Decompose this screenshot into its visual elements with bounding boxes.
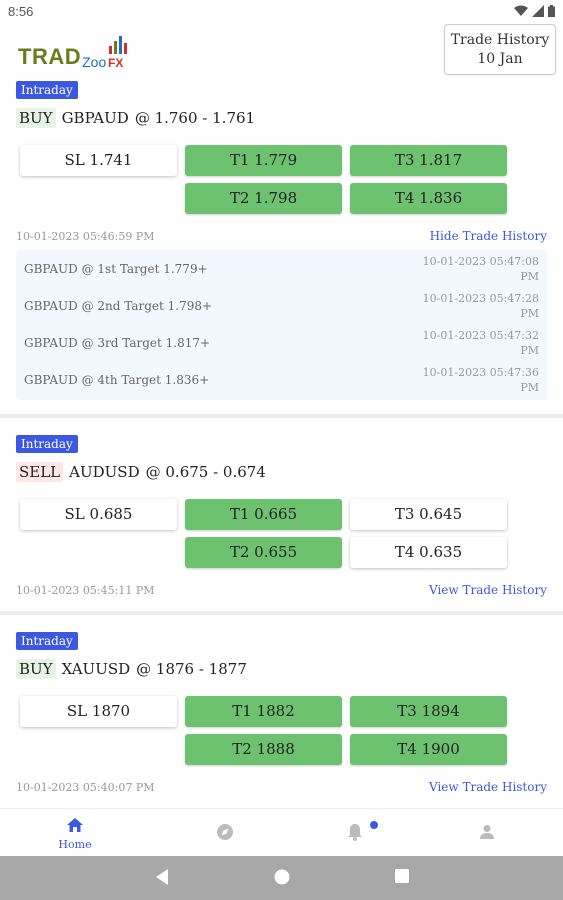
- trade-history-panel: GBPAUD @ 1st Target 1.779+ 10-01-2023 05…: [16, 250, 547, 400]
- logo-trad: TRAD: [18, 44, 82, 69]
- history-row: GBPAUD @ 2nd Target 1.798+ 10-01-2023 05…: [16, 287, 547, 324]
- history-row: GBPAUD @ 1st Target 1.779+ 10-01-2023 05…: [16, 250, 547, 287]
- status-time: 8:56: [8, 4, 34, 19]
- target-3-level[interactable]: T3 1894: [350, 696, 507, 727]
- trade-history-label: Trade History: [450, 32, 550, 48]
- intraday-badge: Intraday: [16, 435, 78, 453]
- signal-icon: [532, 5, 544, 17]
- signal-title: SELL AUDUSD @ 0.675 - 0.674: [16, 462, 266, 482]
- history-datetime: 10-01-2023 05:47:36 PM: [422, 366, 539, 394]
- trade-history-date: 10 Jan: [477, 51, 523, 67]
- side-label: BUY: [16, 108, 56, 128]
- history-row: GBPAUD @ 3rd Target 1.817+ 10-01-2023 05…: [16, 324, 547, 361]
- signal-timestamp: 10-01-2023 05:40:07 PM: [16, 781, 155, 794]
- nav-notifications[interactable]: [286, 809, 426, 857]
- pair-label: XAUUSD: [61, 660, 131, 678]
- battery-icon: [548, 5, 555, 17]
- side-label: BUY: [16, 659, 56, 679]
- nav-explore[interactable]: [155, 809, 295, 857]
- nav-home[interactable]: Home: [5, 809, 145, 857]
- home-circle-icon[interactable]: [273, 868, 291, 886]
- trade-history-button[interactable]: Trade History 10 Jan: [444, 24, 556, 75]
- target-2-level[interactable]: T2 0.655: [185, 537, 342, 568]
- nav-profile[interactable]: [418, 809, 558, 857]
- system-navigation-bar: [0, 856, 563, 900]
- history-text: GBPAUD @ 4th Target 1.836+: [24, 373, 210, 387]
- status-bar: 8:56: [0, 0, 563, 24]
- target-4-level[interactable]: T4 0.635: [350, 537, 507, 568]
- system-icons: [514, 5, 555, 17]
- target-4-level[interactable]: T4 1900: [350, 734, 507, 765]
- tradzoo-fx-logo: TRAD Zoo FX: [18, 34, 127, 70]
- bottom-navigation: Home: [0, 808, 563, 856]
- intraday-badge: Intraday: [16, 81, 78, 99]
- bell-icon: [348, 824, 362, 841]
- logo-zoo: Zoo: [82, 54, 107, 70]
- logo-fx: FX: [108, 56, 124, 70]
- signal-timestamp: 10-01-2023 05:46:59 PM: [16, 230, 155, 243]
- price-range: @ 1.760 - 1.761: [134, 109, 256, 127]
- pair-label: AUDUSD: [69, 463, 140, 481]
- history-text: GBPAUD @ 1st Target 1.779+: [24, 262, 208, 276]
- home-icon: [67, 818, 83, 832]
- target-1-level[interactable]: T1 1.779: [185, 145, 342, 176]
- notification-dot: [370, 821, 378, 829]
- card-divider: [0, 611, 563, 615]
- signal-title: BUY GBPAUD @ 1.760 - 1.761: [16, 108, 255, 128]
- target-3-level[interactable]: T3 0.645: [350, 499, 507, 530]
- price-range: @ 1876 - 1877: [136, 660, 247, 678]
- logo-bars-icon: [109, 34, 127, 54]
- hide-trade-history-link[interactable]: Hide Trade History: [429, 229, 547, 243]
- history-datetime: 10-01-2023 05:47:08 PM: [422, 255, 539, 283]
- recents-icon[interactable]: [394, 868, 410, 884]
- history-text: GBPAUD @ 2nd Target 1.798+: [24, 299, 213, 313]
- price-range: @ 0.675 - 0.674: [145, 463, 266, 481]
- stop-loss-level[interactable]: SL 1870: [20, 696, 177, 727]
- view-trade-history-link[interactable]: View Trade History: [429, 780, 547, 794]
- target-4-level[interactable]: T4 1.836: [350, 183, 507, 214]
- target-1-level[interactable]: T1 1882: [185, 696, 342, 727]
- intraday-badge: Intraday: [16, 632, 78, 650]
- person-icon: [480, 825, 494, 839]
- history-row: GBPAUD @ 4th Target 1.836+ 10-01-2023 05…: [16, 361, 547, 398]
- target-2-level[interactable]: T2 1888: [185, 734, 342, 765]
- stop-loss-level[interactable]: SL 1.741: [20, 145, 177, 176]
- stop-loss-level[interactable]: SL 0.685: [20, 499, 177, 530]
- target-2-level[interactable]: T2 1.798: [185, 183, 342, 214]
- pair-label: GBPAUD: [61, 109, 129, 127]
- side-label: SELL: [16, 462, 64, 482]
- back-icon[interactable]: [155, 868, 169, 886]
- history-datetime: 10-01-2023 05:47:32 PM: [422, 329, 539, 357]
- target-1-level[interactable]: T1 0.665: [185, 499, 342, 530]
- history-text: GBPAUD @ 3rd Target 1.817+: [24, 336, 211, 350]
- wifi-icon: [514, 5, 528, 16]
- view-trade-history-link[interactable]: View Trade History: [429, 583, 547, 597]
- target-3-level[interactable]: T3 1.817: [350, 145, 507, 176]
- history-datetime: 10-01-2023 05:47:28 PM: [422, 292, 539, 320]
- signal-title: BUY XAUUSD @ 1876 - 1877: [16, 659, 247, 679]
- signal-timestamp: 10-01-2023 05:45:11 PM: [16, 584, 155, 597]
- app-header: TRAD Zoo FX Trade History 10 Jan: [0, 24, 563, 80]
- nav-home-label: Home: [58, 838, 92, 851]
- compass-icon: [217, 824, 233, 840]
- card-divider: [0, 414, 563, 418]
